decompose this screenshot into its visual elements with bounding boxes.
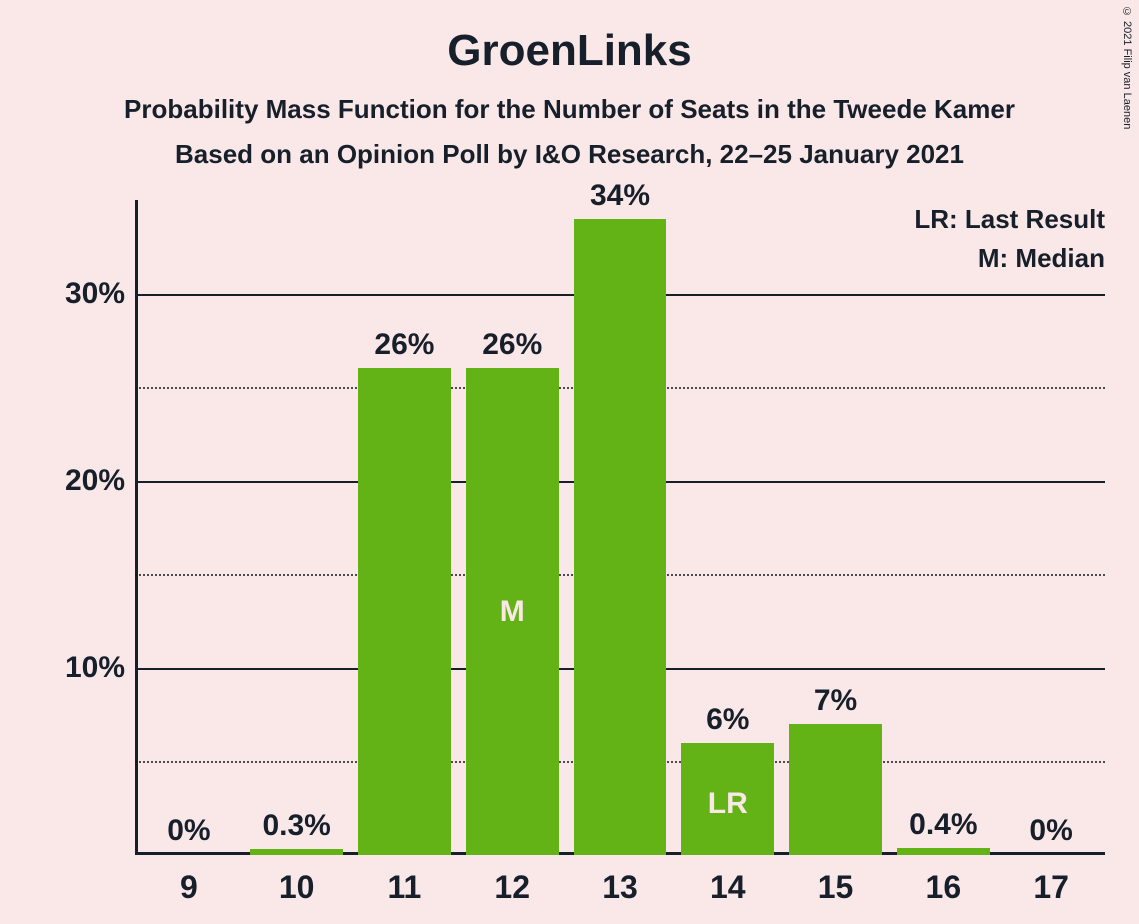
x-axis-tick-label: 17 bbox=[1033, 855, 1069, 906]
bar-value-label: 6% bbox=[706, 703, 749, 743]
x-axis-tick-label: 14 bbox=[710, 855, 746, 906]
bar: 26% bbox=[358, 368, 451, 855]
y-axis-tick-label: 20% bbox=[65, 464, 135, 498]
x-axis-tick-label: 13 bbox=[602, 855, 638, 906]
x-axis-tick-label: 16 bbox=[926, 855, 962, 906]
bar-value-label: 26% bbox=[482, 328, 542, 368]
x-axis-tick-label: 12 bbox=[494, 855, 530, 906]
chart-subtitle-2: Based on an Opinion Poll by I&O Research… bbox=[0, 125, 1139, 170]
chart-plot-area: 10%20%30%0%90.3%1026%1126%1234%136%147%1… bbox=[135, 200, 1105, 855]
bar-value-label: 34% bbox=[590, 179, 650, 219]
y-axis-line bbox=[135, 200, 138, 855]
chart-title: GroenLinks bbox=[0, 0, 1139, 76]
bar: 7% bbox=[789, 724, 882, 855]
bar-marker: M bbox=[500, 595, 525, 629]
bar-value-label: 0% bbox=[167, 814, 210, 854]
x-axis-tick-label: 9 bbox=[180, 855, 198, 906]
bar-value-label: 7% bbox=[814, 684, 857, 724]
legend: LR: Last Result M: Median bbox=[895, 204, 1105, 274]
x-axis-tick-label: 10 bbox=[279, 855, 315, 906]
legend-m: M: Median bbox=[895, 243, 1105, 274]
bar-marker: LR bbox=[708, 787, 748, 821]
bar-value-label: 0% bbox=[1029, 814, 1072, 854]
copyright-label: © 2021 Filip van Laenen bbox=[1121, 6, 1133, 129]
bar-value-label: 26% bbox=[374, 328, 434, 368]
chart-subtitle-1: Probability Mass Function for the Number… bbox=[0, 76, 1139, 125]
bar-value-label: 0.4% bbox=[909, 808, 977, 848]
y-axis-tick-label: 10% bbox=[65, 651, 135, 685]
bar: 0.4% bbox=[897, 848, 990, 855]
bar: 34% bbox=[574, 219, 667, 855]
y-axis-tick-label: 30% bbox=[65, 277, 135, 311]
legend-lr: LR: Last Result bbox=[895, 204, 1105, 235]
x-axis-tick-label: 15 bbox=[818, 855, 854, 906]
bar-value-label: 0.3% bbox=[262, 809, 330, 849]
x-axis-tick-label: 11 bbox=[388, 855, 422, 906]
